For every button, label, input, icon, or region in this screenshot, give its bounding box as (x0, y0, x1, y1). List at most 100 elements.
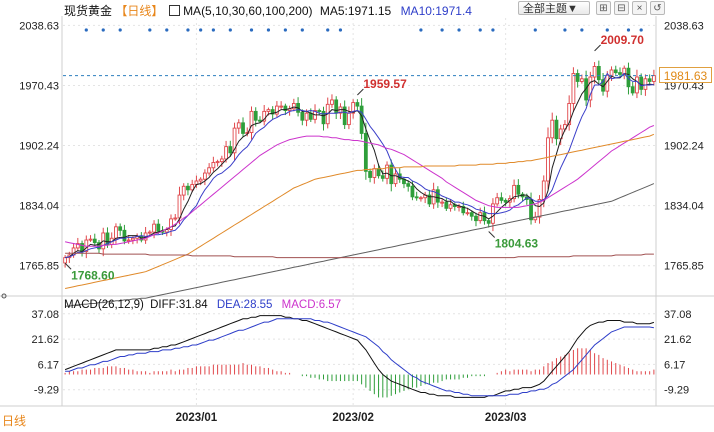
macd-tick-right: 21.62 (664, 334, 692, 346)
candle-body (592, 66, 597, 78)
annotation-pointer (594, 44, 601, 52)
candle-body (596, 66, 601, 81)
candle-body (270, 109, 275, 115)
annotation-pointer (357, 88, 364, 96)
ma-line-ma30 (64, 125, 655, 247)
candle-body (406, 183, 411, 187)
candle-body (147, 231, 152, 234)
candle-body (152, 223, 156, 233)
candle-body (546, 137, 550, 182)
candle-body (613, 69, 618, 74)
annotation-label: 2009.70 (601, 33, 645, 47)
annotation-label: 1959.57 (363, 77, 407, 91)
candle-body (571, 73, 576, 104)
event-dot (283, 28, 287, 32)
candle-body (190, 184, 195, 191)
zoom-in-icon[interactable]: ⊞ (596, 1, 611, 15)
event-dot (300, 28, 304, 32)
candle-body (495, 197, 500, 205)
event-dot (626, 28, 631, 32)
candle-body (228, 146, 233, 154)
theme-select[interactable]: 全部主题▼ (518, 1, 590, 15)
event-dot (605, 28, 609, 32)
macd-dea-value: DEA:28.55 (216, 299, 273, 311)
event-dot (533, 28, 537, 32)
candle-body (203, 172, 207, 180)
candle-body (575, 73, 580, 82)
candle-body (181, 185, 186, 196)
candle-body (499, 197, 504, 201)
candle-body (647, 78, 652, 82)
candle-body (380, 175, 385, 179)
candle-body (262, 110, 267, 122)
price-tick-right: 1834.04 (664, 201, 704, 213)
candle-body (537, 199, 542, 218)
candle-body (651, 75, 656, 82)
candle-body (118, 226, 123, 231)
event-dot (419, 28, 423, 32)
ma-line-ma60 (64, 133, 655, 289)
annotation-pointer (488, 231, 496, 238)
price-tick-left: 1902.24 (19, 141, 59, 153)
event-dot (457, 28, 461, 32)
candle-body (126, 239, 131, 242)
candle-body (478, 212, 483, 222)
price-tick-right: 1970.43 (664, 80, 704, 92)
event-dot (148, 28, 152, 32)
candle-body (363, 132, 368, 172)
candle-body (579, 78, 584, 82)
annotation-pointer (64, 262, 72, 270)
ma5-value: MA5:1971.15 (319, 4, 392, 18)
close-icon[interactable]: × (632, 1, 647, 15)
candle-body (169, 218, 173, 230)
event-dot (211, 28, 215, 32)
ma-checkbox-icon[interactable] (168, 5, 180, 16)
candle-body (618, 72, 622, 75)
candle-body (114, 226, 118, 239)
candle-body (122, 229, 127, 242)
period-label[interactable]: 【日线】 (115, 4, 164, 18)
zoom-out-icon[interactable]: ⊟ (614, 1, 629, 15)
candle-body (317, 110, 322, 112)
candle-body (419, 197, 423, 200)
price-tick-left: 1765.85 (19, 261, 59, 273)
date-tick-label: 2023/02 (332, 412, 374, 424)
candle-body (609, 69, 614, 76)
candle-body (457, 206, 461, 208)
candle-body (588, 76, 593, 101)
macd-tick-right: -9.29 (664, 385, 689, 397)
date-tick-label: 2023/03 (485, 412, 527, 424)
candle-body (622, 67, 627, 75)
candle-body (503, 199, 508, 203)
macd-diff-value: DIFF:31.84 (150, 299, 208, 311)
period-tab[interactable]: 日线 (2, 412, 26, 429)
macd-value: MACD:6.57 (281, 299, 342, 311)
candle-body (88, 238, 93, 241)
candle-body (355, 102, 360, 107)
refresh-icon[interactable]: ↺ (650, 1, 665, 15)
macd-tick-left: 21.62 (31, 334, 59, 346)
candle-body (376, 168, 381, 177)
event-dot (440, 28, 444, 32)
candle-body (584, 78, 589, 101)
candle-body (186, 185, 190, 191)
candle-body (410, 185, 415, 198)
event-dot (228, 28, 232, 32)
candle-body (368, 170, 372, 178)
ma-line-ma100 (65, 183, 655, 307)
candle-body (330, 99, 334, 105)
candle-body (275, 105, 279, 115)
price-tick-left: 2038.63 (19, 20, 59, 32)
candle-body (635, 76, 639, 94)
candle-body (211, 162, 216, 169)
candle-body (414, 196, 419, 199)
candle-body (630, 86, 635, 94)
candle-body (75, 243, 80, 249)
macd-tick-right: 6.17 (664, 359, 685, 371)
candle-body (393, 173, 398, 185)
candle-body (253, 110, 258, 121)
candle-body (427, 194, 432, 205)
candle-body (207, 167, 212, 174)
event-dot (338, 28, 343, 32)
price-tick-right: 1765.85 (664, 261, 704, 273)
